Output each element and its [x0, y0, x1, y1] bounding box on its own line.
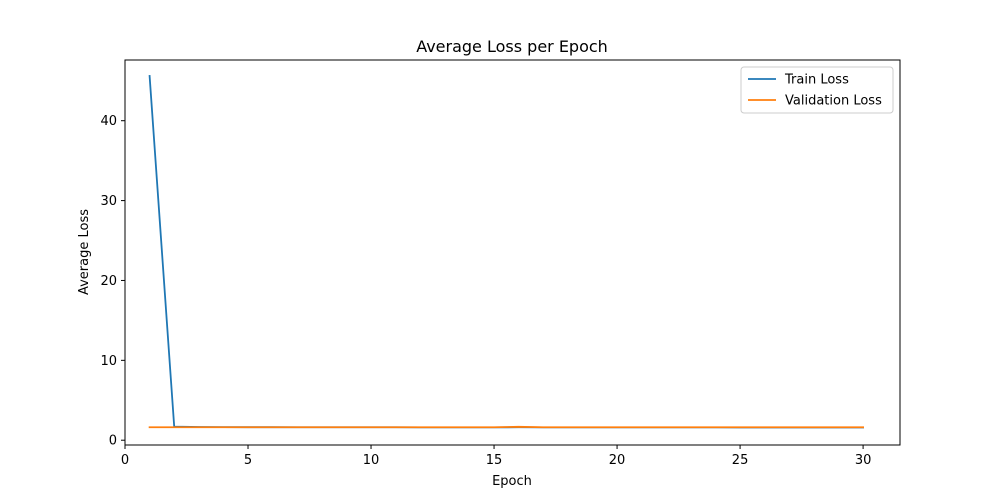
- y-axis: 0 10 20 30 40: [100, 114, 125, 449]
- series-layer: [148, 75, 864, 429]
- legend-label: Validation Loss: [785, 94, 882, 109]
- x-tick-label: 25: [732, 453, 749, 468]
- y-tick-label: 40: [100, 114, 117, 129]
- x-tick-label: 15: [486, 453, 503, 468]
- plot-frame: [124, 59, 901, 446]
- chart-title: Average Loss per Epoch: [416, 37, 608, 56]
- y-tick-label: 20: [100, 274, 117, 289]
- x-tick-label: 30: [855, 453, 872, 468]
- x-axis-label: Epoch: [492, 474, 532, 489]
- y-tick-label: 0: [109, 434, 117, 449]
- x-tick-label: 5: [244, 453, 252, 468]
- x-tick-label: 20: [609, 453, 626, 468]
- legend: Train Loss Validation Loss: [740, 66, 894, 114]
- y-tick-label: 30: [100, 194, 117, 209]
- x-axis: 0 5 10 15 20 25 30: [121, 445, 872, 468]
- legend-label: Train Loss: [784, 73, 849, 88]
- y-tick-label: 10: [100, 354, 117, 369]
- x-tick-label: 0: [121, 453, 129, 468]
- x-tick-label: 10: [363, 453, 380, 468]
- legend-box: [740, 66, 894, 114]
- y-axis-label: Average Loss: [77, 209, 92, 295]
